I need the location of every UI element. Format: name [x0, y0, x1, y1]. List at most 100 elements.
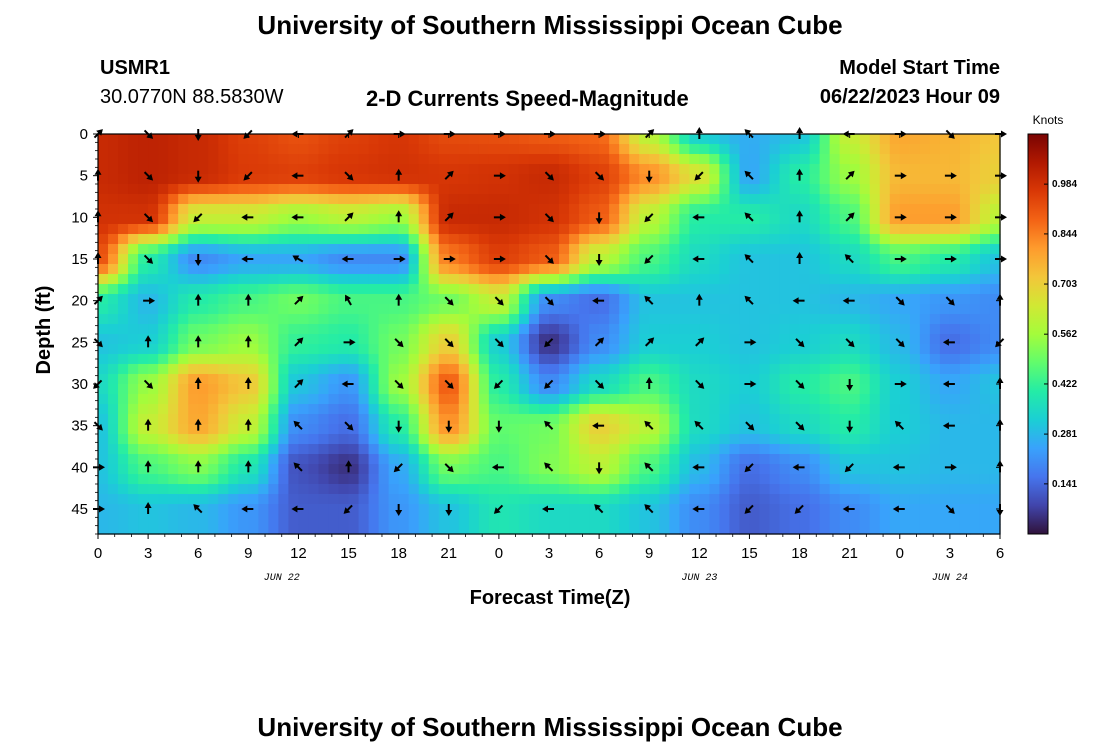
heatmap-cell: [849, 144, 861, 155]
heatmap-cell: [408, 294, 420, 305]
heatmap-cell: [188, 394, 199, 405]
heatmap-cell: [709, 194, 720, 205]
heatmap-cell: [879, 224, 891, 235]
heatmap-cell: [839, 464, 851, 475]
current-vector: [395, 210, 403, 223]
heatmap-cell: [749, 394, 761, 405]
current-vector: [243, 171, 253, 181]
heatmap-cell: [669, 194, 680, 205]
heatmap-cell: [629, 144, 640, 155]
heatmap-cell: [809, 214, 821, 225]
heatmap-cell: [178, 304, 189, 315]
heatmap-cell: [128, 384, 139, 395]
heatmap-cell: [889, 304, 901, 315]
heatmap-cell: [528, 334, 540, 345]
heatmap-cell: [338, 464, 350, 475]
heatmap-cell: [228, 434, 239, 445]
heatmap-cell: [378, 504, 390, 515]
heatmap-cell: [939, 224, 951, 235]
heatmap-cell: [438, 354, 450, 365]
heatmap-cell: [258, 524, 269, 535]
heatmap-cell: [959, 334, 971, 345]
heatmap-cell: [719, 224, 730, 235]
heatmap-cell: [579, 164, 590, 175]
heatmap-cell: [909, 434, 921, 445]
heatmap-cell: [318, 454, 330, 465]
heatmap-cell: [428, 434, 440, 445]
heatmap-cell: [839, 334, 851, 345]
heatmap-cell: [258, 154, 269, 165]
heatmap-cell: [298, 344, 310, 355]
heatmap-cell: [649, 244, 660, 255]
heatmap-cell: [528, 164, 540, 175]
heatmap-cell: [438, 394, 450, 405]
heatmap-cell: [709, 244, 720, 255]
heatmap-cell: [498, 164, 510, 175]
heatmap-cell: [238, 524, 249, 535]
heatmap-cell: [739, 264, 751, 275]
y-tick-label: 15: [71, 251, 88, 268]
heatmap-cell: [739, 454, 751, 465]
heatmap-cell: [869, 314, 881, 325]
heatmap-cell: [348, 314, 360, 325]
heatmap-cell: [599, 514, 610, 525]
heatmap-cell: [989, 404, 1001, 415]
heatmap-cell: [448, 284, 460, 295]
heatmap-cell: [468, 444, 480, 455]
heatmap-cell: [959, 294, 971, 305]
heatmap-cell: [789, 214, 801, 225]
heatmap-cell: [869, 204, 881, 215]
heatmap-cell: [408, 284, 420, 295]
heatmap-cell: [779, 224, 791, 235]
heatmap-cell: [949, 474, 961, 485]
heatmap-cell: [298, 524, 310, 535]
heatmap-cell: [208, 474, 219, 485]
heatmap-cell: [478, 314, 490, 325]
heatmap-cell: [528, 134, 540, 145]
heatmap-cell: [158, 354, 169, 365]
heatmap-cell: [518, 524, 530, 535]
heatmap-cell: [849, 484, 861, 495]
heatmap-cell: [508, 254, 520, 265]
heatmap-cell: [839, 414, 851, 425]
heatmap-cell: [338, 204, 350, 215]
heatmap-cell: [839, 244, 851, 255]
heatmap-cell: [128, 334, 139, 345]
heatmap-cell: [899, 234, 911, 245]
heatmap-cell: [569, 454, 580, 465]
heatmap-cell: [809, 254, 821, 265]
heatmap-cell: [619, 184, 630, 195]
heatmap-cell: [468, 184, 480, 195]
heatmap-cell: [138, 244, 149, 255]
heatmap-cell: [819, 334, 831, 345]
heatmap-cell: [959, 224, 971, 235]
heatmap-cell: [779, 154, 791, 165]
heatmap-cell: [518, 274, 530, 285]
heatmap-cell: [158, 184, 169, 195]
heatmap-cell: [168, 354, 179, 365]
x-tick-label: 0: [495, 545, 503, 562]
heatmap-cell: [538, 174, 550, 185]
heatmap-cell: [719, 404, 730, 415]
current-vector: [493, 504, 504, 514]
heatmap-cell: [849, 384, 861, 395]
heatmap-cell: [208, 364, 219, 375]
heatmap-cell: [218, 494, 229, 505]
heatmap-cell: [138, 364, 149, 375]
heatmap-cell: [569, 514, 580, 525]
heatmap-cell: [518, 514, 530, 525]
heatmap-cell: [458, 204, 470, 215]
heatmap-cell: [188, 454, 199, 465]
heatmap-cell: [518, 204, 530, 215]
heatmap-cell: [408, 424, 420, 435]
heatmap-cell: [699, 484, 710, 495]
heatmap-cell: [508, 454, 520, 465]
current-vector: [744, 254, 754, 264]
heatmap-cell: [228, 364, 239, 375]
heatmap-cell: [178, 184, 189, 195]
heatmap-cell: [188, 464, 199, 475]
heatmap-cell: [659, 334, 670, 345]
heatmap-cell: [749, 244, 761, 255]
heatmap-cell: [328, 154, 340, 165]
heatmap-cell: [639, 464, 650, 475]
